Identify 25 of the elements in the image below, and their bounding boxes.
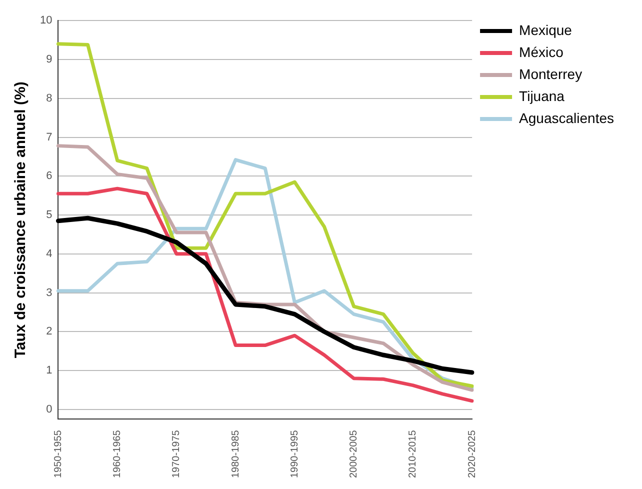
y-tick-label: 9 [46,54,52,66]
x-tick-label: 2000-2005 [348,430,360,478]
y-tick-label: 0 [46,403,52,416]
legend-label: Aguascalientes [519,110,614,126]
y-tick-label: 8 [46,92,52,104]
x-tick-label: 1990-1995 [289,430,300,478]
y-tick-label: 10 [40,14,52,27]
y-tick-label: 3 [46,286,52,299]
x-tick-label: 1970-1975 [171,430,182,478]
y-tick-label: 7 [46,131,52,144]
legend-label: México [519,44,564,60]
x-tick-label: 2010-2015 [408,430,419,478]
y-tick-label: 1 [46,364,52,377]
x-tick-label: 1980-1985 [230,430,242,478]
x-tick-label: 1960-1965 [112,430,124,478]
legend-label: Tijuana [519,88,565,104]
y-tick-label: 6 [46,170,52,182]
y-axis-title: Taux de croissance urbaine annuel (%) [12,82,30,358]
y-tick-label: 4 [46,248,52,260]
legend-label: Mexique [519,22,572,38]
x-tick-label: 2020-2025 [466,430,478,478]
x-tick-label: 1950-1955 [52,430,64,478]
y-tick-label: 2 [46,326,52,338]
legend-label: Monterrey [519,66,582,82]
y-tick-label: 5 [46,209,52,222]
